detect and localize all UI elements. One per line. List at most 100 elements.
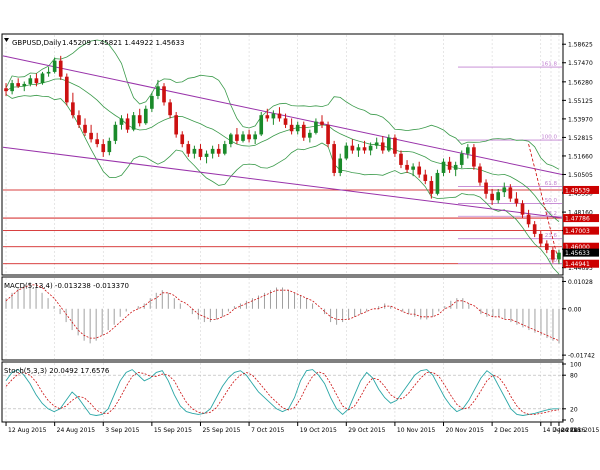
candle-body [380,142,385,151]
candle [538,230,543,247]
candle-body [484,182,488,194]
candle [429,176,434,199]
candle [356,144,361,157]
candle-body [137,115,142,124]
triangle-down-icon[interactable] [4,38,9,42]
candle-body [289,124,294,132]
candle [95,132,100,148]
candle [119,115,124,130]
candle-body [168,102,172,116]
candle-body [429,180,434,194]
candle-body [544,243,549,250]
candle [259,111,264,137]
candle-body [368,145,373,151]
price-tick-label: 1.56280 [568,79,593,86]
price-tick-label: 1.51660 [568,153,593,160]
candle [441,158,446,177]
ohlc-value: 1.45209 [62,39,91,47]
candle-body [478,166,482,183]
candle-body [344,145,349,159]
fibonacci-label: 38.2 [545,211,557,217]
price-tag-label: 1.49539 [565,187,590,194]
candle [338,153,343,177]
candle [472,144,476,170]
price-tag-label: 1.45633 [565,250,590,257]
trend-lines [2,55,563,263]
candle-body [320,121,324,125]
price-tag-box [563,214,599,223]
candle [192,145,197,159]
candle-body [526,214,531,225]
candle [374,137,379,149]
candle [459,150,464,169]
candle-body [472,147,476,167]
candle [295,121,300,135]
candle [447,156,452,173]
price-tick-label: 1.53970 [568,116,593,123]
candle-body [557,252,561,260]
candle-body [441,161,446,173]
candle-body [192,148,197,154]
band-upper-line [5,39,560,170]
price-tag-box [563,242,599,251]
candle [435,169,440,196]
date-tick-label: 25 Sep 2015 [202,427,240,434]
candle [10,79,14,95]
candle-body [459,153,464,165]
candle-body [83,124,87,133]
candle [557,249,561,265]
price-tick-label: 1.55125 [568,98,593,105]
candle [52,57,57,74]
candle-body [16,83,21,87]
candle [405,160,409,173]
candle-body [314,121,318,133]
candle-body [180,134,185,145]
candle-body [77,115,81,125]
candle [22,81,27,92]
date-tick-label: 3 Sep 2015 [105,427,139,434]
candle-body [514,198,519,204]
date-tick-label: 2 Dec 2015 [494,427,529,434]
stochastic-d-line [5,371,560,415]
symbol-title: GBPUSD,Daily [12,39,61,47]
candle [320,115,324,129]
band-lower-line [5,93,560,275]
date-tick-label: 7 Jan 2016 [553,427,585,434]
ohlc-value: 1.44922 [122,39,153,47]
price-tick-label: 1.49350 [568,190,593,197]
stochastic-lines [5,369,560,416]
candle [222,140,227,156]
candle-body [64,76,69,103]
candle [229,132,233,148]
candle [490,188,494,206]
date-tick-label: 20 Nov 2015 [446,427,485,434]
candle [532,221,537,238]
candle [265,108,270,122]
candle [514,192,519,207]
date-tick-label: 10 Nov 2015 [397,427,436,434]
candle-body [538,233,543,244]
candle-body [253,134,257,140]
time-axis: 12 Aug 2015 24 Aug 2015 3 Sep 2015 15 Sep 2… [5,422,599,434]
candle-body [277,113,282,119]
candle [453,161,458,177]
candle-body [393,137,397,154]
candle [131,111,136,132]
candle [83,118,87,137]
fibonacci-label: 100.0 [541,135,557,141]
stochastic-tick-label: 80 [570,373,578,380]
projection-line [528,143,560,263]
candle [162,83,166,106]
candle-body [308,132,312,138]
fibonacci-label: 23.6 [545,233,558,239]
macd-pane: 0.01028 0.00 -0.01742 MACD(5,13,4) -0.0132… [1,276,595,361]
candle-body [423,174,428,181]
price-tick-label: 1.57470 [568,60,593,67]
candle [423,169,428,185]
candle [326,121,330,148]
candle-body [271,113,276,119]
price-tag-label: 1.44941 [565,261,590,268]
